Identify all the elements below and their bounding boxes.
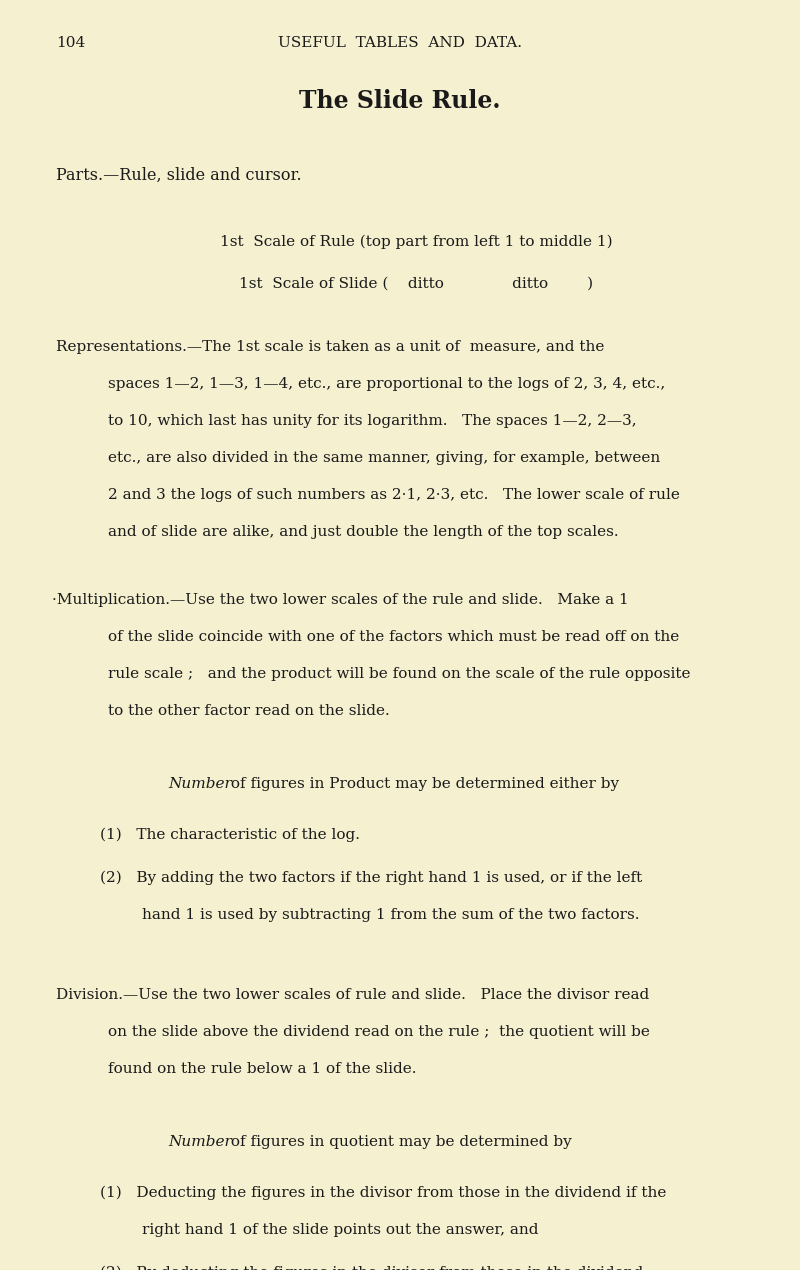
Text: hand 1 is used by subtracting 1 from the sum of the two factors.: hand 1 is used by subtracting 1 from the… — [142, 908, 640, 922]
Text: 2 and 3 the logs of such numbers as 2·1, 2·3, etc.   The lower scale of rule: 2 and 3 the logs of such numbers as 2·1,… — [108, 488, 680, 502]
Text: Number: Number — [168, 777, 232, 791]
Text: found on the rule below a 1 of the slide.: found on the rule below a 1 of the slide… — [108, 1062, 417, 1076]
Text: etc., are also divided in the same manner, giving, for example, between: etc., are also divided in the same manne… — [108, 451, 660, 465]
Text: Division.—Use the two lower scales of rule and slide.   Place the divisor read: Division.—Use the two lower scales of ru… — [56, 988, 650, 1002]
Text: right hand 1 of the slide points out the answer, and: right hand 1 of the slide points out the… — [142, 1223, 539, 1237]
Text: (1)   Deducting the figures in the divisor from those in the dividend if the: (1) Deducting the figures in the divisor… — [100, 1186, 666, 1200]
Text: of the slide coincide with one of the factors which must be read off on the: of the slide coincide with one of the fa… — [108, 630, 679, 644]
Text: of figures in Product may be determined either by: of figures in Product may be determined … — [226, 777, 618, 791]
Text: 1st  Scale of Slide (    ditto              ditto        ): 1st Scale of Slide ( ditto ditto ) — [239, 276, 593, 290]
Text: The Slide Rule.: The Slide Rule. — [299, 89, 501, 113]
Text: to the other factor read on the slide.: to the other factor read on the slide. — [108, 704, 390, 718]
Text: and of slide are alike, and just double the length of the top scales.: and of slide are alike, and just double … — [108, 526, 618, 540]
Text: (2)   By adding the two factors if the right hand 1 is used, or if the left: (2) By adding the two factors if the rig… — [100, 871, 642, 885]
Text: (2)   By deducting the figures in the divisor from those in the dividend: (2) By deducting the figures in the divi… — [100, 1266, 643, 1270]
Text: Parts.—Rule, slide and cursor.: Parts.—Rule, slide and cursor. — [56, 166, 302, 184]
Text: 1st  Scale of Rule (top part from left 1 to middle 1): 1st Scale of Rule (top part from left 1 … — [220, 234, 612, 249]
Text: (1)   The characteristic of the log.: (1) The characteristic of the log. — [100, 828, 360, 842]
Text: on the slide above the dividend read on the rule ;  the quotient will be: on the slide above the dividend read on … — [108, 1025, 650, 1039]
Text: ·Multiplication.—Use the two lower scales of the rule and slide.   Make a 1: ·Multiplication.—Use the two lower scale… — [52, 593, 629, 607]
Text: spaces 1—2, 1—3, 1—4, etc., are proportional to the logs of 2, 3, 4, etc.,: spaces 1—2, 1—3, 1—4, etc., are proporti… — [108, 377, 666, 391]
Text: of figures in quotient may be determined by: of figures in quotient may be determined… — [226, 1135, 571, 1149]
Text: to 10, which last has unity for its logarithm.   The spaces 1—2, 2—3,: to 10, which last has unity for its loga… — [108, 414, 637, 428]
Text: Number: Number — [168, 1135, 232, 1149]
Text: Representations.—The 1st scale is taken as a unit of  measure, and the: Representations.—The 1st scale is taken … — [56, 340, 604, 354]
Text: 104: 104 — [56, 36, 86, 50]
Text: rule scale ;   and the product will be found on the scale of the rule opposite: rule scale ; and the product will be fou… — [108, 667, 690, 681]
Text: USEFUL  TABLES  AND  DATA.: USEFUL TABLES AND DATA. — [278, 36, 522, 50]
